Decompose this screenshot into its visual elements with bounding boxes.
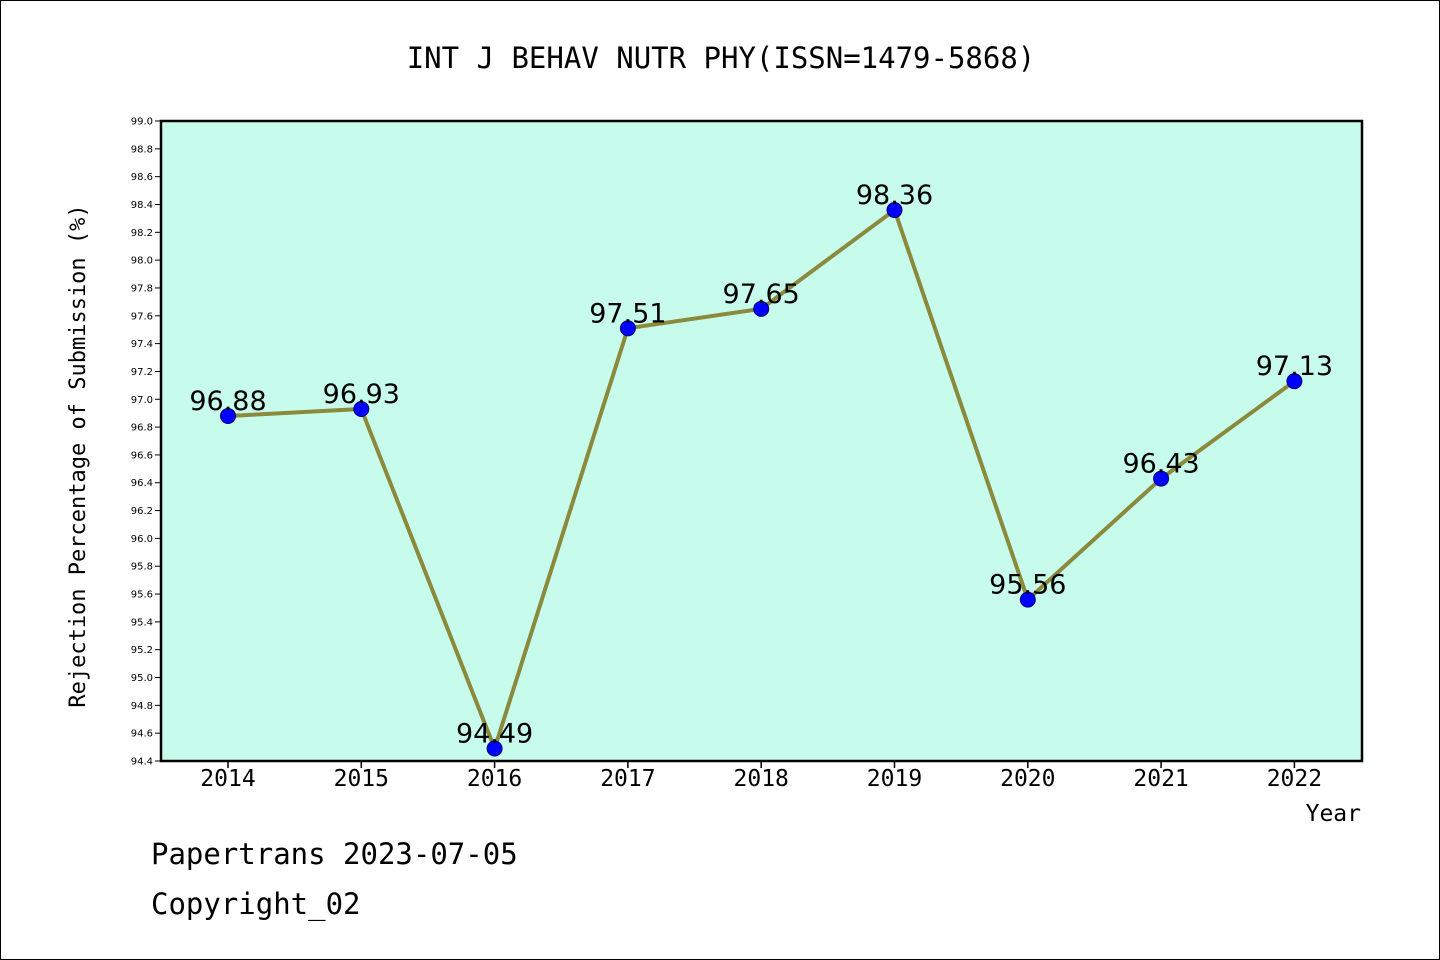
x-tick-label: 2015 (334, 766, 389, 792)
y-tick-label: 95.0 (131, 673, 153, 684)
x-tick-label: 2021 (1133, 766, 1188, 792)
data-point (753, 300, 770, 317)
y-tick-label: 95.8 (131, 562, 153, 573)
x-tick-label: 2019 (867, 766, 922, 792)
x-tick-label: 2018 (734, 766, 789, 792)
y-tick-label: 96.4 (131, 478, 153, 489)
y-tick-label: 98.2 (131, 228, 153, 239)
y-tick-label: 95.4 (131, 617, 153, 628)
data-label: 96.93 (323, 379, 400, 410)
data-label: 97.51 (589, 298, 666, 329)
y-tick-label: 96.6 (131, 450, 153, 461)
data-point (486, 740, 503, 757)
data-point (353, 401, 370, 417)
y-tick-label: 97.0 (131, 395, 153, 406)
plot-frame (159, 119, 1364, 763)
y-tick-label: 94.4 (131, 757, 153, 768)
y-tick-label: 98.6 (131, 172, 153, 183)
chart-title: INT J BEHAV NUTR PHY(ISSN=1479-5868) (407, 41, 1036, 75)
x-tick-label: 2014 (200, 766, 255, 792)
data-label: 95.56 (989, 570, 1066, 601)
data-point (1153, 470, 1170, 487)
y-tick-label: 94.6 (131, 729, 153, 740)
y-tick-label: 95.6 (131, 590, 153, 601)
y-tick-label: 99.0 (131, 117, 153, 128)
y-tick-label: 94.8 (131, 701, 153, 712)
data-point (886, 202, 903, 219)
x-axis-label: Year (1306, 801, 1361, 827)
y-tick-label: 96.2 (131, 506, 153, 517)
y-tick-label: 96.8 (131, 423, 153, 434)
y-tick-label: 98.4 (131, 200, 153, 211)
data-point (1019, 591, 1036, 608)
y-tick-label: 97.6 (131, 311, 153, 322)
data-label: 94.49 (456, 718, 533, 749)
x-tick-label: 2016 (467, 766, 522, 792)
data-point (1286, 373, 1303, 390)
y-tick-label: 98.8 (131, 144, 153, 155)
y-tick-label: 97.4 (131, 339, 153, 350)
x-tick-label: 2017 (600, 766, 655, 792)
data-point (619, 320, 636, 337)
data-label: 96.88 (189, 386, 266, 417)
x-tick-label: 2020 (1000, 766, 1055, 792)
y-axis-label: Rejection Percentage of Submission (%) (66, 204, 91, 707)
y-tick-label: 95.2 (131, 645, 153, 656)
y-tick-label: 97.2 (131, 367, 153, 378)
y-tick-label: 96.0 (131, 534, 153, 545)
data-label: 98.36 (856, 180, 933, 211)
footer-date: Papertrans 2023-07-05 (151, 837, 518, 871)
data-label: 96.43 (1122, 449, 1199, 480)
y-tick-label: 97.8 (131, 283, 153, 294)
data-label: 97.65 (723, 279, 800, 310)
x-tick-label: 2022 (1267, 766, 1322, 792)
footer-copyright: Copyright_02 (151, 887, 361, 921)
data-point (220, 407, 236, 424)
y-tick-label: 98.0 (131, 256, 153, 267)
plot-area (161, 121, 1362, 761)
data-label: 97.13 (1256, 351, 1333, 382)
